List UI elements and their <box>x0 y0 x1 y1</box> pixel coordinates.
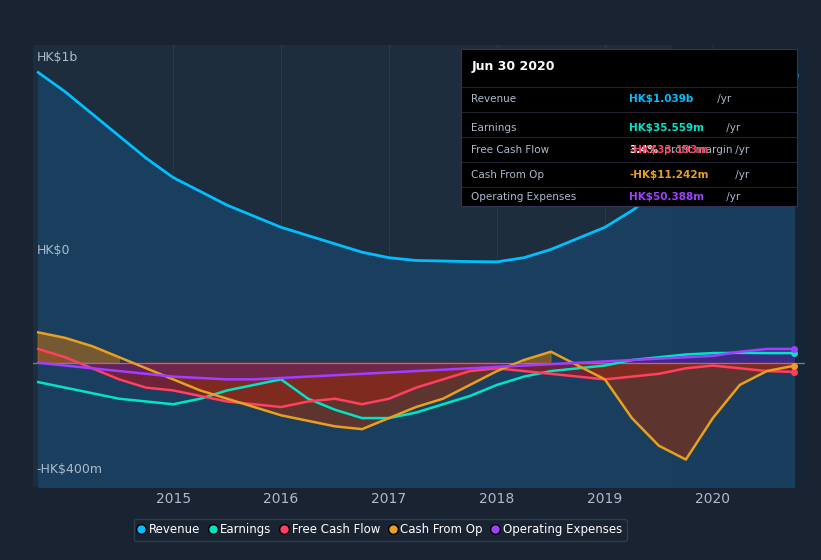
Text: 3.4%: 3.4% <box>629 144 658 155</box>
Text: -HK$33.193m: -HK$33.193m <box>629 144 709 155</box>
Legend: Revenue, Earnings, Free Cash Flow, Cash From Op, Operating Expenses: Revenue, Earnings, Free Cash Flow, Cash … <box>134 519 626 541</box>
Text: /yr: /yr <box>732 144 750 155</box>
Bar <box>672 45 805 487</box>
Text: /yr: /yr <box>723 123 741 133</box>
Text: Cash From Op: Cash From Op <box>471 170 544 180</box>
Text: /yr: /yr <box>732 170 750 180</box>
Text: /yr: /yr <box>713 95 731 105</box>
Text: Operating Expenses: Operating Expenses <box>471 192 576 202</box>
Text: /yr: /yr <box>723 192 741 202</box>
Text: Jun 30 2020: Jun 30 2020 <box>471 60 555 73</box>
Text: HK$0: HK$0 <box>37 244 71 257</box>
Text: profit margin: profit margin <box>661 144 732 155</box>
Text: HK$50.388m: HK$50.388m <box>629 192 704 202</box>
Text: HK$1b: HK$1b <box>37 52 78 64</box>
Text: -HK$11.242m: -HK$11.242m <box>629 170 709 180</box>
Text: Free Cash Flow: Free Cash Flow <box>471 144 549 155</box>
Text: HK$1.039b: HK$1.039b <box>629 95 694 105</box>
Text: -HK$400m: -HK$400m <box>37 463 103 476</box>
Text: Revenue: Revenue <box>471 95 516 105</box>
Text: Earnings: Earnings <box>471 123 516 133</box>
Text: HK$35.559m: HK$35.559m <box>629 123 704 133</box>
